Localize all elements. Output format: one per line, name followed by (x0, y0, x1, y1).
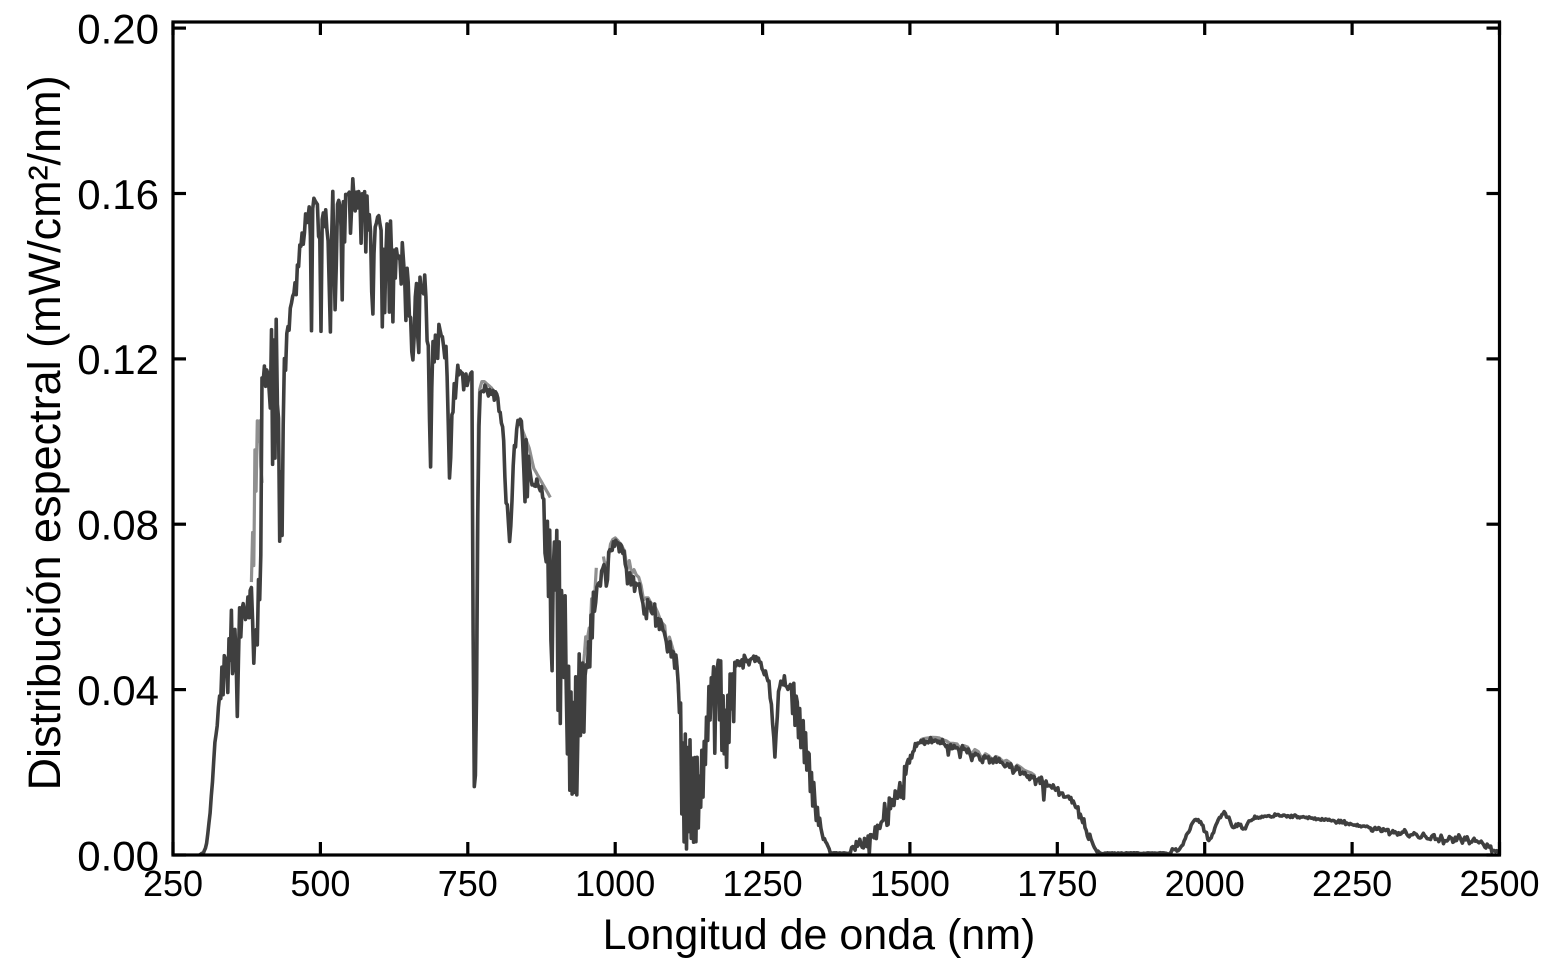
svg-text:2500: 2500 (1459, 863, 1539, 904)
svg-text:1000: 1000 (575, 863, 655, 904)
svg-text:1250: 1250 (723, 863, 803, 904)
svg-text:Longitud de onda (nm): Longitud de onda (nm) (603, 911, 1036, 959)
svg-text:1750: 1750 (1017, 863, 1097, 904)
svg-text:750: 750 (438, 863, 498, 904)
svg-text:250: 250 (143, 863, 203, 904)
svg-text:2000: 2000 (1165, 863, 1245, 904)
svg-text:1500: 1500 (870, 863, 950, 904)
svg-text:0.08: 0.08 (77, 502, 159, 549)
svg-text:500: 500 (290, 863, 350, 904)
svg-text:0.16: 0.16 (77, 171, 159, 218)
svg-text:0.00: 0.00 (77, 832, 159, 879)
svg-text:0.04: 0.04 (77, 667, 159, 714)
svg-text:0.20: 0.20 (77, 5, 159, 52)
svg-text:0.12: 0.12 (77, 336, 159, 383)
svg-text:2250: 2250 (1312, 863, 1392, 904)
svg-text:Distribución espectral (mW/cm²: Distribución espectral (mW/cm²/nm) (19, 75, 70, 790)
